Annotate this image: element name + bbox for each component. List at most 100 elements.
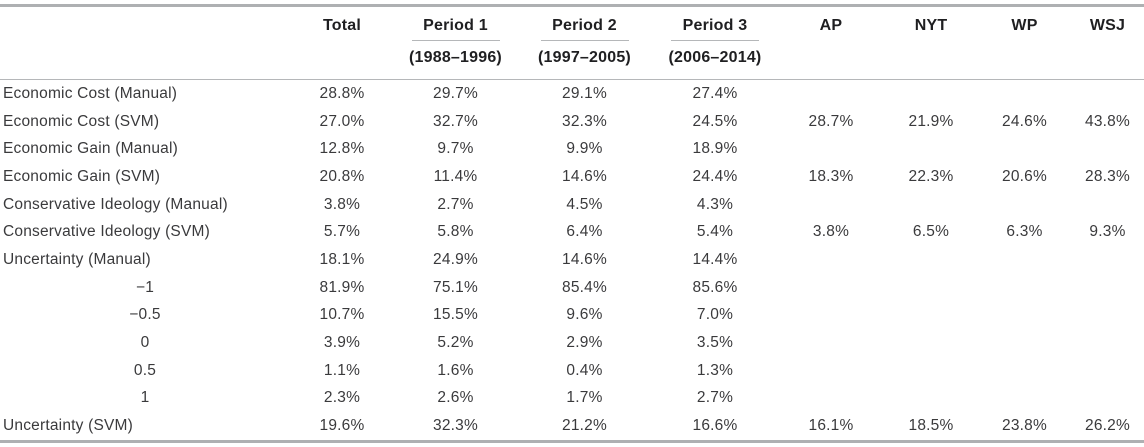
- table-cell: 5.7%: [323, 223, 361, 241]
- table-cell: 28.7%: [808, 112, 854, 130]
- table-cell: 26.2%: [1085, 417, 1130, 435]
- table-row: Economic Gain (Manual) 12.8% 9.7% 9.9% 18.9%: [0, 135, 1144, 163]
- table-cell: 5.4%: [696, 223, 734, 241]
- table-cell: 9.6%: [566, 306, 603, 324]
- table-cell: 28.3%: [1085, 167, 1130, 185]
- table-cell: 2.3%: [323, 389, 361, 407]
- table-row: Uncertainty (SVM) 19.6% 32.3% 21.2% 16.6% 16.…: [0, 412, 1144, 440]
- table-header-row: Total Period 1 (1988–1996) Period 2 (199…: [0, 7, 1144, 79]
- table-cell: 85.4%: [562, 278, 607, 296]
- table-cell: 24.4%: [692, 167, 738, 185]
- column-header-period3-label: Period 3: [682, 17, 748, 34]
- table-row: Economic Cost (SVM) 27.0% 32.7% 32.3% 24.5% 2…: [0, 108, 1144, 136]
- table-cell: 4.5%: [566, 195, 603, 213]
- column-header-period1-label: Period 1: [423, 17, 488, 34]
- table-row: 1 2.3% 2.6% 1.7% 2.7%: [0, 385, 1144, 413]
- table-cell: 23.8%: [1002, 417, 1047, 435]
- table-row: Uncertainty (Manual) 18.1% 24.9% 14.6% 14.4%: [0, 246, 1144, 274]
- column-header-period3-range: (2006–2014): [668, 49, 762, 66]
- table-cell: 15.5%: [433, 306, 478, 324]
- column-header-period2-range: (1997–2005): [538, 49, 631, 66]
- table-cell: 43.8%: [1085, 112, 1130, 130]
- row-label: Conservative Ideology (SVM): [3, 223, 210, 241]
- table-cell: 9.9%: [566, 140, 603, 158]
- column-header-wsj: WSJ: [1071, 17, 1144, 79]
- table-cell: 5.2%: [437, 334, 474, 352]
- row-label: −0.5: [129, 306, 161, 324]
- table-cell: 9.7%: [437, 140, 474, 158]
- table-cell: 16.1%: [808, 417, 854, 435]
- table-cell: 1.6%: [437, 361, 474, 379]
- table-cell: 18.1%: [319, 250, 365, 268]
- table-cell: 1.7%: [566, 389, 603, 407]
- table-cell: 3.8%: [812, 223, 850, 241]
- column-header-total: Total: [290, 17, 394, 79]
- table-row: Economic Cost (Manual) 28.8% 29.7% 29.1% 27.…: [0, 80, 1144, 108]
- table-cell: 22.3%: [908, 167, 954, 185]
- column-header-wsj-label: WSJ: [1089, 17, 1126, 34]
- period3-underline: [671, 40, 759, 41]
- table-row: 0.5 1.1% 1.6% 0.4% 1.3%: [0, 357, 1144, 385]
- row-label: 0: [140, 334, 150, 352]
- table-cell: 6.3%: [1006, 223, 1043, 241]
- column-header-period1-range: (1988–1996): [409, 49, 502, 66]
- table-row: −0.5 10.7% 15.5% 9.6% 7.0%: [0, 302, 1144, 330]
- table-cell: 24.9%: [433, 250, 478, 268]
- table-cell: 28.8%: [319, 84, 365, 102]
- column-header-ap-label: AP: [819, 17, 843, 34]
- table-cell: 5.8%: [437, 223, 474, 241]
- table-cell: 21.9%: [908, 112, 954, 130]
- table-cell: 3.8%: [323, 195, 361, 213]
- row-label: Economic Gain (Manual): [3, 140, 178, 158]
- header-rule: [0, 79, 1144, 80]
- column-header-period2: Period 2 (1997–2005): [517, 17, 652, 79]
- row-label: −1: [135, 278, 155, 296]
- column-header-period3: Period 3 (2006–2014): [652, 17, 778, 79]
- table-cell: 11.4%: [433, 167, 478, 185]
- table-row: −1 81.9% 75.1% 85.4% 85.6%: [0, 274, 1144, 302]
- period2-underline: [540, 40, 629, 41]
- table-cell: 24.5%: [692, 112, 738, 130]
- bottom-rule: [0, 440, 1144, 443]
- table-cell: 3.5%: [696, 334, 734, 352]
- table-cell: 3.9%: [323, 334, 361, 352]
- column-header-rowlabel: [0, 17, 290, 79]
- table-cell: 24.6%: [1002, 112, 1047, 130]
- table-cell: 20.6%: [1002, 167, 1047, 185]
- table-row: Conservative Ideology (Manual) 3.8% 2.7% 4.…: [0, 191, 1144, 219]
- table-cell: 27.4%: [692, 84, 738, 102]
- table-cell: 18.5%: [908, 417, 954, 435]
- column-header-total-label: Total: [322, 17, 362, 34]
- table-cell: 14.4%: [692, 250, 738, 268]
- column-header-period1: Period 1 (1988–1996): [394, 17, 517, 79]
- table-cell: 10.7%: [319, 306, 365, 324]
- row-label: Economic Cost (Manual): [3, 84, 178, 102]
- row-label: Conservative Ideology (Manual): [3, 195, 228, 213]
- table-body: Economic Cost (Manual) 28.8% 29.7% 29.1% 27.…: [0, 80, 1144, 440]
- table-cell: 32.3%: [562, 112, 607, 130]
- table-cell: 6.5%: [912, 223, 950, 241]
- table-cell: 18.9%: [692, 140, 738, 158]
- table-cell: 18.3%: [808, 167, 854, 185]
- table-cell: 1.1%: [323, 361, 361, 379]
- table-cell: 20.8%: [319, 167, 365, 185]
- row-label: Economic Gain (SVM): [3, 167, 161, 185]
- table-cell: 21.2%: [562, 417, 607, 435]
- row-label: 1: [140, 389, 150, 407]
- table-row: Conservative Ideology (SVM) 5.7% 5.8% 6.4% 5…: [0, 218, 1144, 246]
- row-label: Uncertainty (SVM): [3, 417, 134, 435]
- table-cell: 6.4%: [566, 223, 603, 241]
- table-cell: 0.4%: [566, 361, 603, 379]
- top-rule: [0, 4, 1144, 7]
- row-label: Uncertainty (Manual): [3, 250, 151, 268]
- table-cell: 2.6%: [437, 389, 474, 407]
- column-header-wp-label: WP: [1011, 17, 1038, 34]
- column-header-nyt: NYT: [884, 17, 978, 79]
- table-cell: 29.7%: [433, 84, 478, 102]
- table-cell: 4.3%: [696, 195, 734, 213]
- column-header-wp: WP: [978, 17, 1071, 79]
- table-cell: 2.7%: [437, 195, 474, 213]
- table-cell: 9.3%: [1089, 223, 1126, 241]
- column-header-nyt-label: NYT: [914, 17, 948, 34]
